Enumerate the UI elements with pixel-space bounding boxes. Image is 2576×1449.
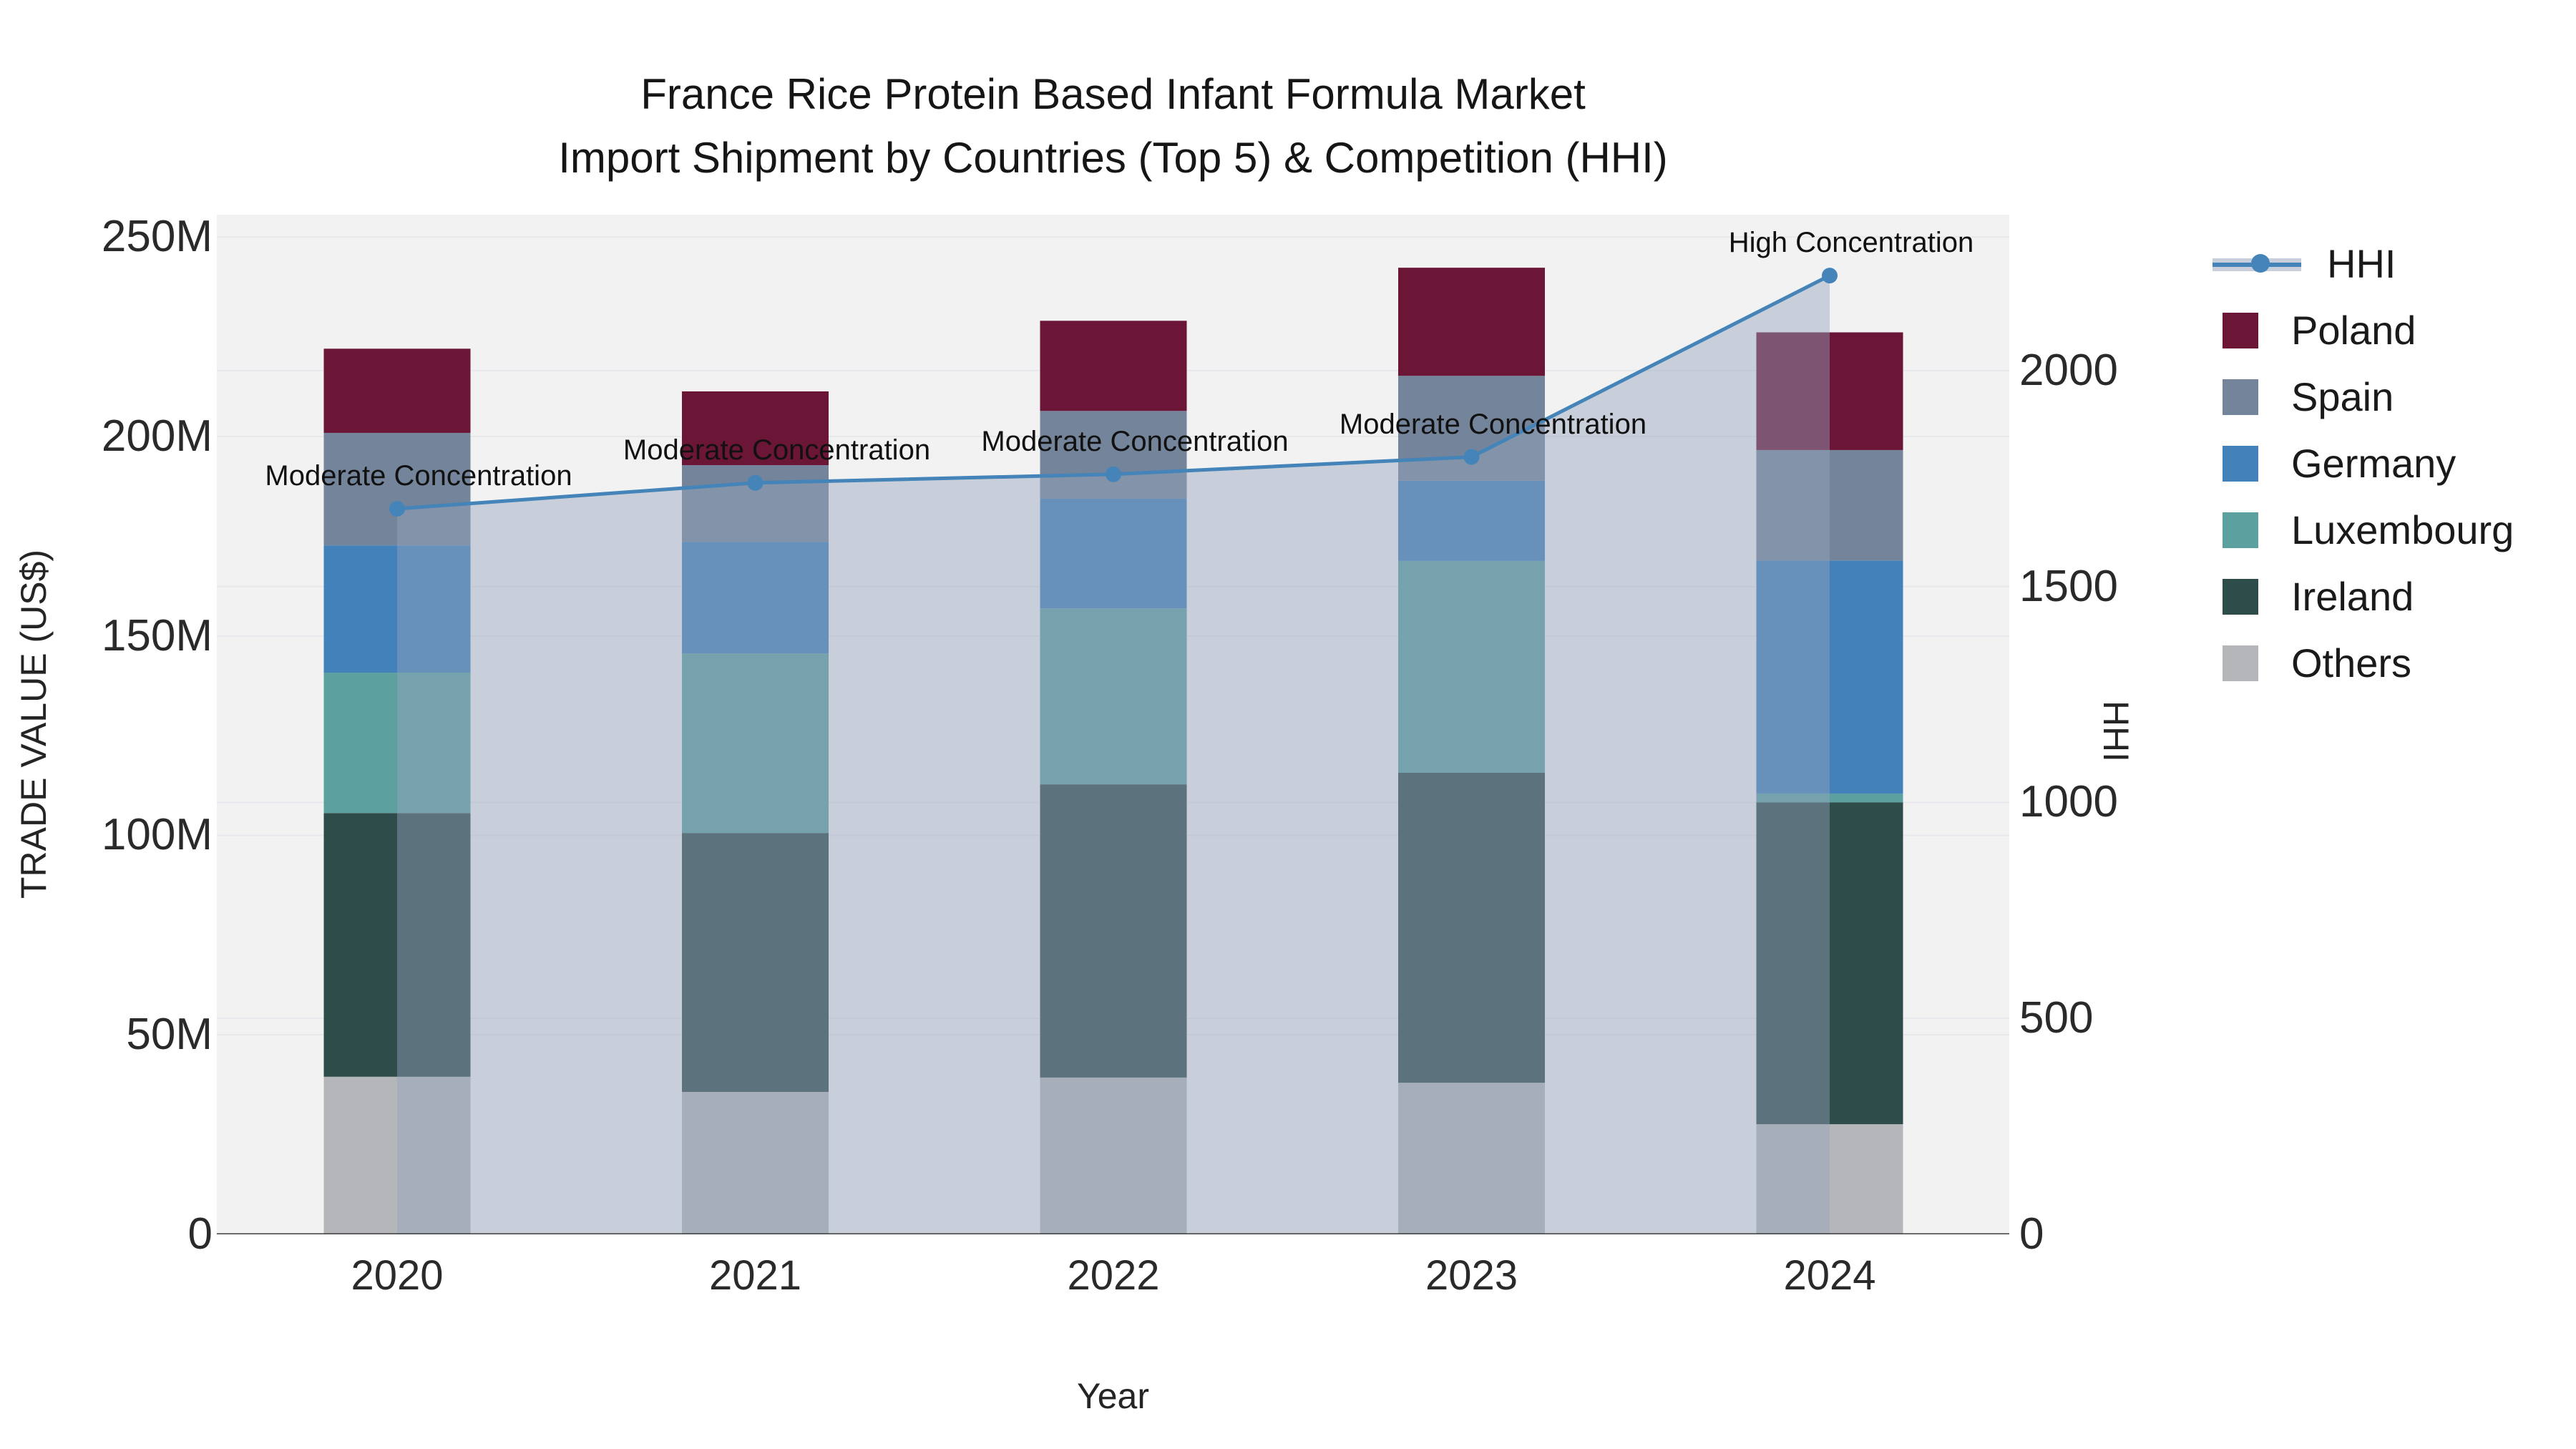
bar-segment-spain-2020: [323, 432, 471, 546]
legend-item-luxembourg[interactable]: Luxembourg: [2212, 497, 2576, 563]
annotation-2020: Moderate Concentration: [265, 460, 572, 492]
bar-segment-germany-2020: [323, 545, 471, 673]
bar-segment-others-2023: [1398, 1083, 1545, 1234]
bar-segment-others-2020: [323, 1076, 471, 1234]
bar-segment-spain-2022: [1040, 411, 1187, 499]
chart-title-line-2: Import Shipment by Countries (Top 5) & C…: [558, 133, 1668, 182]
hhi-marker-swatch: [2251, 253, 2270, 273]
legend-label: Others: [2291, 640, 2412, 686]
y-left-tick-250M: 250M: [101, 212, 213, 262]
x-tick-2020: 2020: [351, 1252, 444, 1299]
legend-label: Ireland: [2291, 574, 2414, 619]
bar-segment-germany-2021: [682, 542, 829, 654]
bar-segment-luxembourg-2024: [1756, 793, 1903, 803]
bar-segment-others-2021: [682, 1091, 829, 1234]
legend-item-poland[interactable]: Poland: [2212, 297, 2576, 364]
legend-item-others[interactable]: Others: [2212, 630, 2576, 696]
legend-item-hhi[interactable]: HHI: [2212, 230, 2576, 297]
y-right-tick-500: 500: [2019, 993, 2094, 1043]
y-axis-title-left: TRADE VALUE (US$): [14, 549, 54, 899]
bar-segment-poland-2022: [1040, 321, 1187, 411]
bar-segment-ireland-2021: [682, 833, 829, 1092]
x-tick-2021: 2021: [708, 1252, 802, 1299]
hhi-marker-2023: [1463, 449, 1480, 465]
legend-label: Germany: [2291, 441, 2457, 486]
annotation-2021: Moderate Concentration: [623, 434, 931, 466]
legend-swatch-germany: [2223, 445, 2258, 482]
legend-swatch-poland: [2223, 312, 2258, 348]
y-right-tick-2000: 2000: [2019, 345, 2118, 395]
legend-item-spain[interactable]: Spain: [2212, 364, 2576, 430]
chart-title: France Rice Protein Based Infant Formula…: [217, 63, 2009, 190]
legend-label: HHI: [2327, 241, 2396, 286]
y-left-tick-0: 0: [187, 1209, 213, 1259]
legend-swatch-ireland: [2223, 578, 2258, 615]
hhi-marker-2022: [1106, 466, 1121, 482]
annotation-2023: Moderate Concentration: [1339, 408, 1647, 440]
hhi-marker-2020: [389, 501, 405, 517]
x-tick-2023: 2023: [1425, 1252, 1518, 1299]
legend: HHI Poland Spain Germany Luxembourg Ireland Ot…: [2212, 230, 2576, 696]
hhi-area-fill: [397, 275, 1830, 1234]
y-left-tick-200M: 200M: [101, 411, 213, 461]
hhi-marker-2024: [1822, 268, 1838, 284]
x-axis-title: Year: [1076, 1376, 1150, 1416]
bar-segment-spain-2024: [1756, 449, 1903, 561]
x-tick-2022: 2022: [1067, 1252, 1160, 1299]
bar-segment-ireland-2020: [323, 813, 471, 1077]
bar-segment-ireland-2024: [1756, 802, 1903, 1125]
bar-segment-luxembourg-2023: [1398, 560, 1545, 773]
legend-label: Spain: [2291, 374, 2394, 419]
chart-title-line-1: France Rice Protein Based Infant Formula…: [640, 70, 1586, 118]
bar-segment-luxembourg-2020: [323, 673, 471, 814]
legend-swatch-luxembourg: [2223, 512, 2258, 548]
legend-item-germany[interactable]: Germany: [2212, 430, 2576, 497]
x-tick-2024: 2024: [1783, 1252, 1876, 1299]
annotation-2024: High Concentration: [1728, 227, 1974, 259]
y-right-tick-1000: 1000: [2019, 777, 2118, 827]
legend-swatch-others: [2223, 645, 2258, 681]
bar-segment-germany-2022: [1040, 498, 1187, 609]
y-right-tick-1500: 1500: [2019, 561, 2118, 611]
bar-segment-others-2024: [1756, 1124, 1903, 1234]
bar-segment-poland-2020: [323, 348, 471, 433]
bar-segment-ireland-2023: [1398, 772, 1545, 1083]
plot-area: [217, 215, 2009, 1234]
bar-segment-luxembourg-2022: [1040, 608, 1187, 785]
bar-segment-ireland-2022: [1040, 784, 1187, 1078]
bar-segment-others-2022: [1040, 1077, 1187, 1234]
hhi-line-sample: [2212, 246, 2301, 282]
annotation-2022: Moderate Concentration: [981, 425, 1289, 457]
y-left-tick-150M: 150M: [101, 610, 213, 660]
y-left-tick-50M: 50M: [126, 1010, 213, 1060]
bar-segment-luxembourg-2021: [682, 653, 829, 834]
legend-item-ireland[interactable]: Ireland: [2212, 563, 2576, 630]
bar-segment-poland-2024: [1756, 332, 1903, 450]
y-left-tick-100M: 100M: [101, 810, 213, 860]
bar-segment-poland-2021: [682, 391, 829, 466]
y-right-tick-0: 0: [2019, 1209, 2044, 1259]
bar-segment-germany-2023: [1398, 480, 1545, 561]
legend-label: Luxembourg: [2291, 507, 2514, 552]
legend-label: Poland: [2291, 308, 2416, 353]
hhi-marker-2021: [747, 474, 763, 491]
legend-swatch-spain: [2223, 379, 2258, 415]
bar-segment-germany-2024: [1756, 560, 1903, 794]
bar-segment-poland-2023: [1398, 268, 1545, 376]
